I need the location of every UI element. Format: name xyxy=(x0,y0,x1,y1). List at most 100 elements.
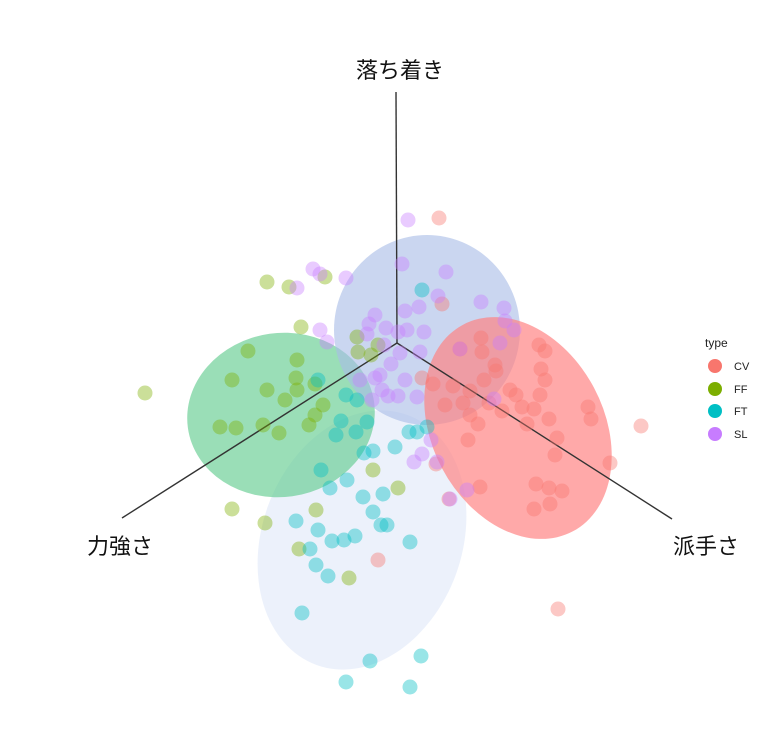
point-cv-44 xyxy=(370,552,386,568)
ellipse-cv xyxy=(424,317,612,539)
point-ff-10 xyxy=(307,376,323,392)
legend-label-cv: CV xyxy=(734,361,750,373)
point-sl-37 xyxy=(423,432,439,448)
legend-title: type xyxy=(705,336,728,350)
point-sl-3 xyxy=(289,280,305,296)
point-sl-11 xyxy=(506,322,522,338)
point-cv-17 xyxy=(519,416,535,432)
point-ft-33 xyxy=(359,414,375,430)
point-ft-15 xyxy=(365,504,381,520)
axis-line-calm xyxy=(395,91,398,344)
point-cv-5 xyxy=(488,363,504,379)
point-ff-28 xyxy=(363,347,379,363)
point-ft-31 xyxy=(310,372,326,388)
point-ff-5 xyxy=(224,372,240,388)
point-ft-3 xyxy=(413,648,429,664)
point-cv-1 xyxy=(434,296,450,312)
point-ft-24 xyxy=(387,439,403,455)
point-ff-6 xyxy=(259,382,275,398)
axis-line-power xyxy=(121,342,398,519)
point-cv-21 xyxy=(537,343,553,359)
point-cv-45 xyxy=(487,357,503,373)
point-cv-0 xyxy=(431,210,447,226)
point-cv-4 xyxy=(474,344,490,360)
point-cv-11 xyxy=(455,395,471,411)
legend: type CV FF FT SL xyxy=(705,336,750,441)
point-ff-30 xyxy=(370,337,386,353)
point-sl-1 xyxy=(305,261,321,277)
point-ft-20 xyxy=(313,462,329,478)
axis-label-power: 力強さ xyxy=(87,535,153,560)
point-ft-1 xyxy=(362,653,378,669)
point-ff-16 xyxy=(255,417,271,433)
point-ft-23 xyxy=(365,443,381,459)
point-cv-8 xyxy=(445,378,461,394)
point-ft-11 xyxy=(310,522,326,538)
point-cv-40 xyxy=(441,491,457,507)
point-cv-26 xyxy=(549,430,565,446)
point-ff-21 xyxy=(257,515,273,531)
axes-lines xyxy=(121,91,673,520)
point-sl-42 xyxy=(380,388,396,404)
point-cv-6 xyxy=(476,372,492,388)
point-cv-13 xyxy=(481,395,497,411)
point-cv-32 xyxy=(528,476,544,492)
point-cv-19 xyxy=(537,372,553,388)
legend-key-cv xyxy=(708,359,722,373)
point-sl-13 xyxy=(397,303,413,319)
point-sl-21 xyxy=(412,344,428,360)
point-cv-3 xyxy=(473,330,489,346)
point-cv-31 xyxy=(633,418,649,434)
point-ft-5 xyxy=(320,568,336,584)
point-cv-34 xyxy=(554,483,570,499)
point-ff-15 xyxy=(228,420,244,436)
point-ft-18 xyxy=(402,534,418,550)
point-ft-14 xyxy=(379,517,395,533)
point-ff-29 xyxy=(349,329,365,345)
axis-label-flashy: 派手さ xyxy=(673,535,739,560)
point-ff-12 xyxy=(307,407,323,423)
point-sl-12 xyxy=(411,299,427,315)
point-sl-15 xyxy=(378,320,394,336)
point-sl-39 xyxy=(459,482,475,498)
point-ft-32 xyxy=(338,387,354,403)
point-sl-34 xyxy=(312,322,328,338)
point-sl-40 xyxy=(429,454,445,470)
point-sl-17 xyxy=(361,316,377,332)
point-ff-18 xyxy=(289,352,305,368)
point-ft-29 xyxy=(328,427,344,443)
point-cv-39 xyxy=(470,416,486,432)
point-ft-25 xyxy=(401,424,417,440)
point-ft-30 xyxy=(348,424,364,440)
point-sl-29 xyxy=(367,370,383,386)
point-cv-27 xyxy=(547,447,563,463)
point-cv-16 xyxy=(514,399,530,415)
point-cv-9 xyxy=(425,376,441,392)
point-sl-20 xyxy=(392,345,408,361)
point-ff-19 xyxy=(317,269,333,285)
point-ff-14 xyxy=(212,419,228,435)
point-sl-28 xyxy=(374,382,390,398)
point-ff-11 xyxy=(315,397,331,413)
point-cv-36 xyxy=(542,496,558,512)
axis-line-flashy xyxy=(396,342,673,520)
point-cv-28 xyxy=(580,399,596,415)
ellipse-ff xyxy=(187,332,375,498)
point-sl-38 xyxy=(442,491,458,507)
point-ft-10 xyxy=(324,533,340,549)
legend-label-sl: SL xyxy=(734,429,747,441)
point-ft-22 xyxy=(356,445,372,461)
point-cv-25 xyxy=(541,411,557,427)
point-cv-12 xyxy=(462,407,478,423)
point-ft-27 xyxy=(419,419,435,435)
point-sl-2 xyxy=(312,266,328,282)
point-cv-43 xyxy=(550,601,566,617)
point-cv-23 xyxy=(502,382,518,398)
point-cv-14 xyxy=(494,403,510,419)
point-sl-36 xyxy=(414,446,430,462)
group-ellipses xyxy=(187,235,612,670)
point-ft-2 xyxy=(402,679,418,695)
point-ff-24 xyxy=(308,502,324,518)
point-sl-25 xyxy=(492,335,508,351)
